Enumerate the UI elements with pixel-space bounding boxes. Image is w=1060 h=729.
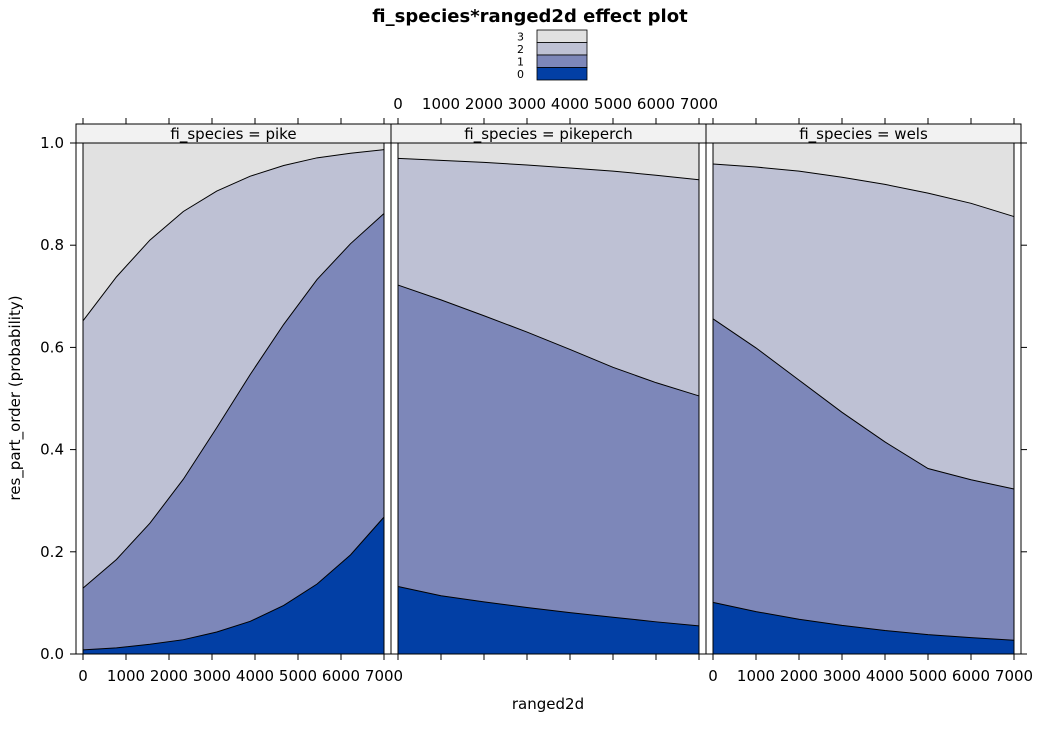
band-1-panel-1 xyxy=(83,213,384,650)
boundary-line-3-panel-2 xyxy=(397,157,700,181)
panel-3: fi_species = wels xyxy=(705,123,1022,655)
x-tick-label-3000-panel-1: 3000 xyxy=(193,667,231,685)
band-2-panel-2 xyxy=(398,158,699,396)
band-3-panel-1 xyxy=(83,143,384,321)
band-0-panel-2 xyxy=(398,586,699,654)
y-tick-label-0: 0.0 xyxy=(40,645,64,663)
x-tick-label-0-panel-1: 0 xyxy=(78,667,88,685)
y-tick-label-5: 1.0 xyxy=(40,134,64,152)
y-axis-label: res_part_order (probability) xyxy=(6,295,25,500)
boundary-line-1-panel-3 xyxy=(712,601,1015,641)
band-3-panel-2 xyxy=(398,143,699,180)
band-2-panel-3 xyxy=(713,163,1014,489)
chart-title: fi_species*ranged2d effect plot xyxy=(372,6,688,27)
panel-1: fi_species = pike xyxy=(75,123,392,655)
y-tick-label-3: 0.6 xyxy=(40,338,64,356)
legend-label-1: 1 xyxy=(517,56,524,69)
x-axis-label: ranged2d xyxy=(512,695,584,713)
strip-label-3: fi_species = wels xyxy=(799,125,928,144)
x-tick-label-3000-panel-3: 3000 xyxy=(823,667,861,685)
x-tick-label-top-4000-panel-2: 4000 xyxy=(551,95,589,113)
boundary-line-3-panel-3 xyxy=(712,163,1015,218)
panel-2: fi_species = pikeperch xyxy=(390,123,707,655)
x-tick-label-top-7000-panel-2: 7000 xyxy=(680,95,718,113)
x-tick-label-2000-panel-3: 2000 xyxy=(780,667,818,685)
panel-frame-3 xyxy=(705,142,1022,655)
legend-label-3: 3 xyxy=(517,31,524,44)
boundary-line-3-panel-1 xyxy=(82,149,385,322)
y-tick-label-1: 0.2 xyxy=(40,543,64,561)
legend-swatch-1 xyxy=(536,54,588,68)
boundary-line-2-panel-2 xyxy=(397,284,700,397)
x-tick-label-6000-panel-1: 6000 xyxy=(322,667,360,685)
x-tick-label-top-5000-panel-2: 5000 xyxy=(594,95,632,113)
x-tick-label-top-2000-panel-2: 2000 xyxy=(465,95,503,113)
x-tick-label-0-panel-3: 0 xyxy=(708,667,718,685)
x-tick-label-5000-panel-1: 5000 xyxy=(279,667,317,685)
legend-label-0: 0 xyxy=(517,68,524,81)
band-1-panel-3 xyxy=(713,318,1014,641)
panels: fi_species = pike fi_species = pikeperch f… xyxy=(75,123,1022,655)
strip-label-1: fi_species = pike xyxy=(170,125,296,144)
x-tick-label-7000-panel-3: 7000 xyxy=(995,667,1033,685)
x-tick-label-4000-panel-3: 4000 xyxy=(866,667,904,685)
x-tick-label-1000-panel-1: 1000 xyxy=(107,667,145,685)
legend-swatch-0 xyxy=(536,67,588,81)
legend-swatch-2 xyxy=(536,42,588,56)
boundary-line-1-panel-2 xyxy=(397,586,700,627)
x-tick-label-1000-panel-3: 1000 xyxy=(737,667,775,685)
band-0-panel-1 xyxy=(83,517,384,654)
y-tick-label-4: 0.8 xyxy=(40,236,64,254)
x-tick-label-7000-panel-1: 7000 xyxy=(365,667,403,685)
band-2-panel-1 xyxy=(83,149,384,589)
boundary-line-2-panel-3 xyxy=(712,318,1015,490)
y-tick-label-2: 0.4 xyxy=(40,441,64,459)
x-tick-label-5000-panel-3: 5000 xyxy=(909,667,947,685)
boundary-line-2-panel-1 xyxy=(82,213,385,589)
x-tick-label-2000-panel-1: 2000 xyxy=(150,667,188,685)
axes: 0 1000 2000 3000 4000 5000 6000 7000 0 1000 2000 30… xyxy=(40,95,1033,685)
strip-label-2: fi_species = pikeperch xyxy=(464,125,633,144)
band-3-panel-3 xyxy=(713,143,1014,217)
band-1-panel-2 xyxy=(398,285,699,626)
x-tick-label-top-3000-panel-2: 3000 xyxy=(508,95,546,113)
x-tick-label-top-1000-panel-2: 1000 xyxy=(422,95,460,113)
legend-label-2: 2 xyxy=(517,43,524,56)
boundary-line-1-panel-1 xyxy=(82,516,385,651)
legend-swatch-3 xyxy=(536,29,588,43)
x-tick-label-4000-panel-1: 4000 xyxy=(236,667,274,685)
x-tick-label-top-6000-panel-2: 6000 xyxy=(637,95,675,113)
x-tick-label-top-0-panel-2: 0 xyxy=(393,95,403,113)
x-tick-label-6000-panel-3: 6000 xyxy=(952,667,990,685)
